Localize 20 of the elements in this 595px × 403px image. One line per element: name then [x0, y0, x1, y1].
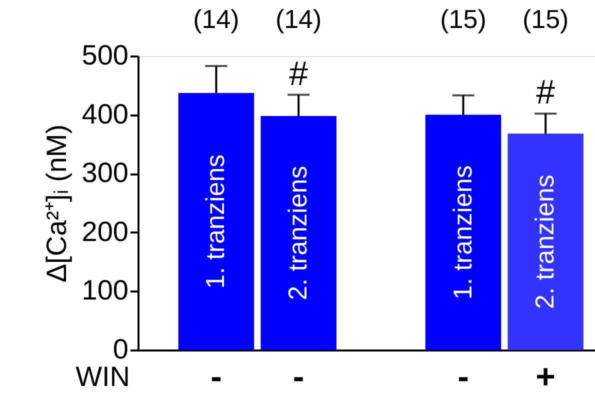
- text: (14): [193, 4, 240, 34]
- annotation: 1. tranziens: [200, 154, 230, 289]
- annotation: 2. tranziens: [530, 174, 560, 310]
- x-tick-label: -: [292, 358, 304, 396]
- y-axis-title: Δ[Ca²⁺]ᵢ (nM): [40, 124, 72, 283]
- annotation: 1. tranziens: [447, 165, 478, 300]
- y-tick-label: 500: [82, 40, 128, 70]
- text: (15): [522, 4, 569, 34]
- text: (15): [440, 4, 486, 34]
- x-tick-label: +: [536, 358, 556, 396]
- annotation: #: [536, 74, 556, 112]
- x-tick-label: -: [210, 358, 222, 396]
- y-tick-label: 100: [82, 274, 128, 306]
- y-tick-label: 400: [82, 98, 128, 130]
- annotation: #: [289, 54, 308, 93]
- text: (14): [275, 4, 322, 34]
- x-tick-label: -: [458, 358, 469, 396]
- annotation: 2. tranziens: [282, 166, 313, 300]
- y-tick-label: 300: [82, 157, 128, 188]
- y-tick-label: 200: [82, 216, 128, 247]
